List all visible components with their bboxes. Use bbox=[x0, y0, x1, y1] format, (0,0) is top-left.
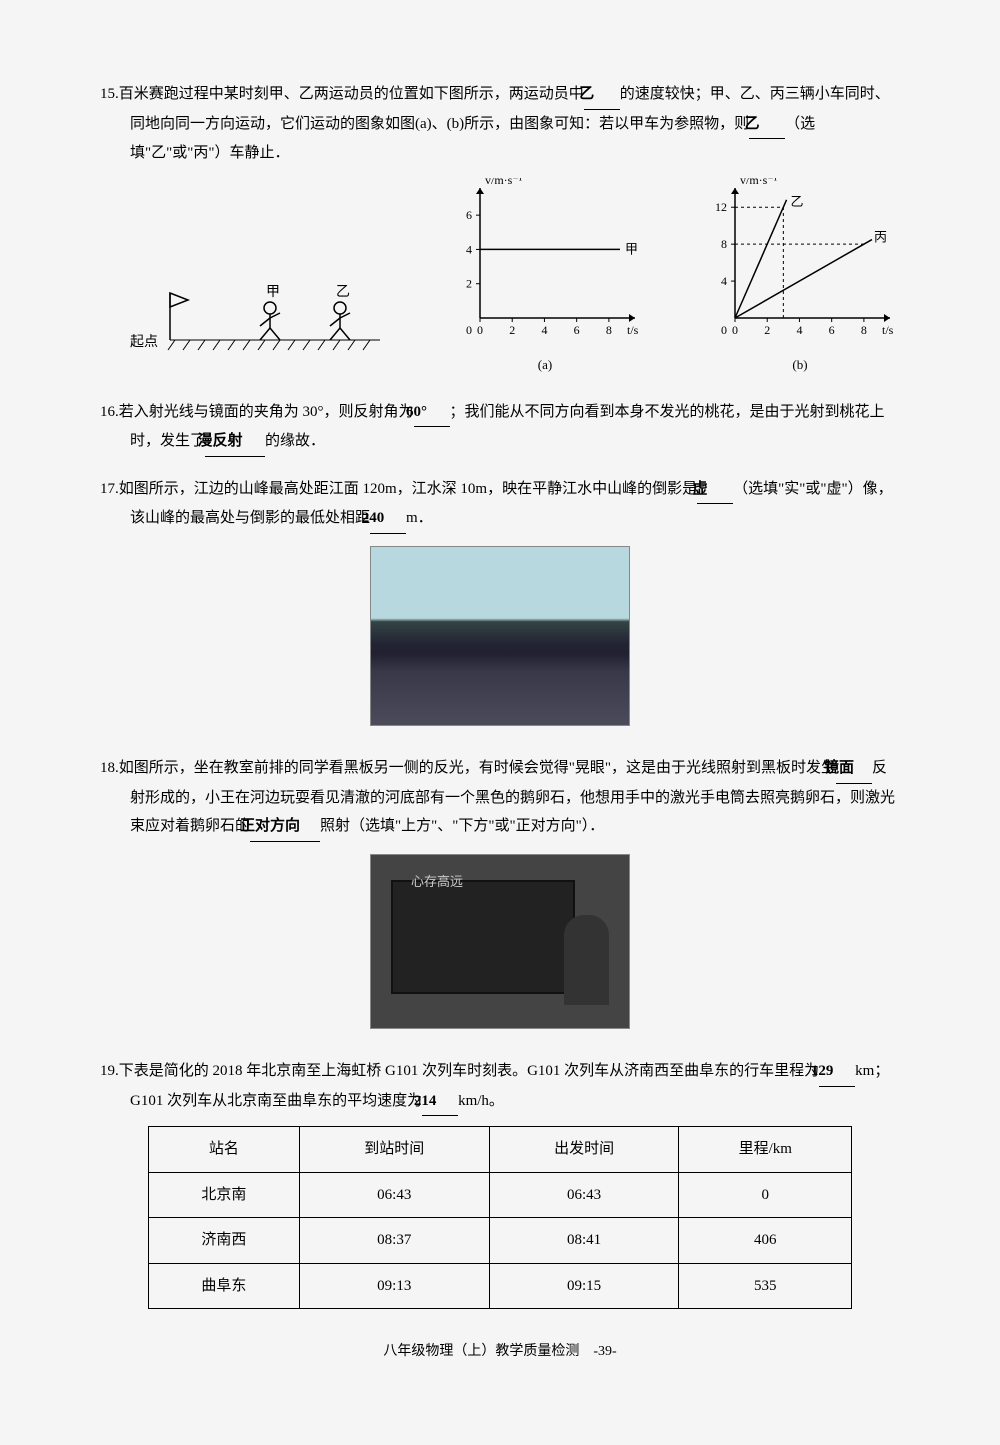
table-cell: 09:15 bbox=[489, 1263, 679, 1309]
q18-blank2: 正对方向 bbox=[250, 812, 320, 842]
svg-text:乙: 乙 bbox=[791, 193, 804, 208]
svg-text:6: 6 bbox=[466, 208, 472, 222]
chart-b-svg: 0 2 4 6 8 4 8 12 0 v/m·s⁻¹ t/s 乙丙 bbox=[700, 178, 900, 343]
svg-text:丙: 丙 bbox=[874, 229, 887, 244]
svg-text:2: 2 bbox=[466, 276, 472, 290]
svg-text:6: 6 bbox=[829, 323, 835, 337]
q16-text: 16.若入射光线与镜面的夹角为 30°，则反射角为60°；我们能从不同方向看到本… bbox=[100, 398, 900, 457]
svg-text:0: 0 bbox=[477, 323, 483, 337]
svg-text:2: 2 bbox=[764, 323, 770, 337]
table-row: 曲阜东09:1309:15535 bbox=[149, 1263, 852, 1309]
svg-text:8: 8 bbox=[861, 323, 867, 337]
q17-text-a: 如图所示，江边的山峰最高处距江面 120m，江水深 10m，映在平静江水中山峰的… bbox=[119, 481, 697, 497]
chart-a: 0 2 4 6 8 2 4 6 0 v/m·s⁻¹ t/s 甲 (a) bbox=[445, 178, 645, 378]
question-17: 17.如图所示，江边的山峰最高处距江面 120m，江水深 10m，映在平静江水中… bbox=[100, 475, 900, 737]
q18-num: 18. bbox=[100, 760, 119, 776]
svg-text:6: 6 bbox=[574, 323, 580, 337]
train-timetable: 站名到站时间出发时间里程/km 北京南06:4306:430济南西08:3708… bbox=[148, 1126, 852, 1309]
table-cell: 06:43 bbox=[489, 1172, 679, 1218]
q17-text-c: m． bbox=[406, 510, 433, 526]
q15-num: 15. bbox=[100, 86, 119, 102]
table-header-cell: 到站时间 bbox=[299, 1127, 489, 1173]
table-cell: 08:37 bbox=[299, 1218, 489, 1264]
table-cell: 北京南 bbox=[149, 1172, 300, 1218]
mountain-reflection-image bbox=[370, 546, 630, 726]
svg-text:12: 12 bbox=[715, 200, 727, 214]
svg-text:甲: 甲 bbox=[625, 241, 638, 256]
table-cell: 0 bbox=[679, 1172, 852, 1218]
svg-text:4: 4 bbox=[721, 274, 727, 288]
blackboard-image: 心存高远 bbox=[370, 854, 630, 1029]
svg-text:8: 8 bbox=[721, 237, 727, 251]
svg-text:8: 8 bbox=[606, 323, 612, 337]
table-cell: 06:43 bbox=[299, 1172, 489, 1218]
q15-text-a: 百米赛跑过程中某时刻甲、乙两运动员的位置如下图所示，两运动员中 bbox=[119, 86, 584, 102]
q16-num: 16. bbox=[100, 404, 119, 420]
q19-num: 19. bbox=[100, 1063, 119, 1079]
q19-text-c: km/h。 bbox=[458, 1093, 504, 1109]
table-cell: 曲阜东 bbox=[149, 1263, 300, 1309]
blackboard-text: 心存高远 bbox=[411, 870, 463, 895]
question-15: 15.百米赛跑过程中某时刻甲、乙两运动员的位置如下图所示，两运动员中乙的速度较快… bbox=[100, 80, 900, 378]
table-header-row: 站名到站时间出发时间里程/km bbox=[149, 1127, 852, 1173]
table-header-cell: 里程/km bbox=[679, 1127, 852, 1173]
chart-b-sublabel: (b) bbox=[700, 353, 900, 378]
q18-text: 18.如图所示，坐在教室前排的同学看黑板另一侧的反光，有时候会觉得"晃眼"，这是… bbox=[100, 754, 900, 842]
chart-a-svg: 0 2 4 6 8 2 4 6 0 v/m·s⁻¹ t/s 甲 bbox=[445, 178, 645, 343]
svg-text:0: 0 bbox=[466, 323, 472, 337]
table-header-cell: 站名 bbox=[149, 1127, 300, 1173]
svg-text:2: 2 bbox=[509, 323, 515, 337]
q16-text-a: 若入射光线与镜面的夹角为 30°，则反射角为 bbox=[119, 404, 414, 420]
q19-blank1: 129 bbox=[819, 1057, 855, 1087]
q17-image-wrap bbox=[100, 546, 900, 737]
table-row: 济南西08:3708:41406 bbox=[149, 1218, 852, 1264]
q17-blank2: 240 bbox=[370, 504, 406, 534]
runner2-label: 乙 bbox=[336, 284, 350, 300]
q17-num: 17. bbox=[100, 481, 119, 497]
q18-blank1: 镜面 bbox=[836, 754, 872, 784]
q15-figures: 甲 乙 起点 0 2 4 6 8 2 4 6 0 v/m·s⁻¹ t/s 甲 (a) 0 2 4 6 8 4 8 1… bbox=[130, 178, 900, 378]
svg-text:v/m·s⁻¹: v/m·s⁻¹ bbox=[485, 178, 523, 187]
table-cell: 535 bbox=[679, 1263, 852, 1309]
q16-text-c: 的缘故． bbox=[265, 433, 325, 449]
runner1-label: 甲 bbox=[266, 285, 280, 300]
svg-text:t/s: t/s bbox=[882, 323, 894, 337]
svg-text:v/m·s⁻¹: v/m·s⁻¹ bbox=[740, 178, 778, 187]
q19-blank2: 214 bbox=[422, 1087, 458, 1117]
q18-text-c: 照射（选填"上方"、"下方"或"正对方向"）． bbox=[320, 818, 604, 834]
q18-text-a: 如图所示，坐在教室前排的同学看黑板另一侧的反光，有时候会觉得"晃眼"，这是由于光… bbox=[119, 760, 836, 776]
q16-blank2: 漫反射 bbox=[205, 427, 265, 457]
q15-text: 15.百米赛跑过程中某时刻甲、乙两运动员的位置如下图所示，两运动员中乙的速度较快… bbox=[100, 80, 900, 168]
svg-text:t/s: t/s bbox=[627, 323, 639, 337]
svg-text:4: 4 bbox=[466, 242, 472, 256]
question-19: 19.下表是简化的 2018 年北京南至上海虹桥 G101 次列车时刻表。G10… bbox=[100, 1057, 900, 1309]
runner-figure: 甲 乙 起点 bbox=[130, 258, 390, 378]
q15-blank2: 乙 bbox=[749, 110, 785, 140]
q17-blank1: 虚 bbox=[697, 475, 733, 505]
q17-text: 17.如图所示，江边的山峰最高处距江面 120m，江水深 10m，映在平静江水中… bbox=[100, 475, 900, 534]
q18-image-wrap: 心存高远 bbox=[100, 854, 900, 1040]
chart-b: 0 2 4 6 8 4 8 12 0 v/m·s⁻¹ t/s 乙丙 (b) bbox=[700, 178, 900, 378]
q19-text-a: 下表是简化的 2018 年北京南至上海虹桥 G101 次列车时刻表。G101 次… bbox=[119, 1063, 819, 1079]
table-cell: 08:41 bbox=[489, 1218, 679, 1264]
svg-text:0: 0 bbox=[721, 323, 727, 337]
table-cell: 09:13 bbox=[299, 1263, 489, 1309]
q19-text: 19.下表是简化的 2018 年北京南至上海虹桥 G101 次列车时刻表。G10… bbox=[100, 1057, 900, 1116]
svg-text:0: 0 bbox=[732, 323, 738, 337]
q15-blank1: 乙 bbox=[584, 80, 620, 110]
table-header-cell: 出发时间 bbox=[489, 1127, 679, 1173]
svg-text:4: 4 bbox=[541, 323, 547, 337]
table-cell: 406 bbox=[679, 1218, 852, 1264]
question-18: 18.如图所示，坐在教室前排的同学看黑板另一侧的反光，有时候会觉得"晃眼"，这是… bbox=[100, 754, 900, 1039]
chart-a-sublabel: (a) bbox=[445, 353, 645, 378]
svg-text:4: 4 bbox=[796, 323, 802, 337]
runner-svg: 甲 乙 bbox=[130, 258, 390, 378]
table-cell: 济南西 bbox=[149, 1218, 300, 1264]
table-row: 北京南06:4306:430 bbox=[149, 1172, 852, 1218]
question-16: 16.若入射光线与镜面的夹角为 30°，则反射角为60°；我们能从不同方向看到本… bbox=[100, 398, 900, 457]
page-footer: 八年级物理（上）教学质量检测 -39- bbox=[100, 1339, 900, 1366]
q16-blank1: 60° bbox=[414, 398, 450, 428]
start-label: 起点 bbox=[130, 330, 158, 357]
